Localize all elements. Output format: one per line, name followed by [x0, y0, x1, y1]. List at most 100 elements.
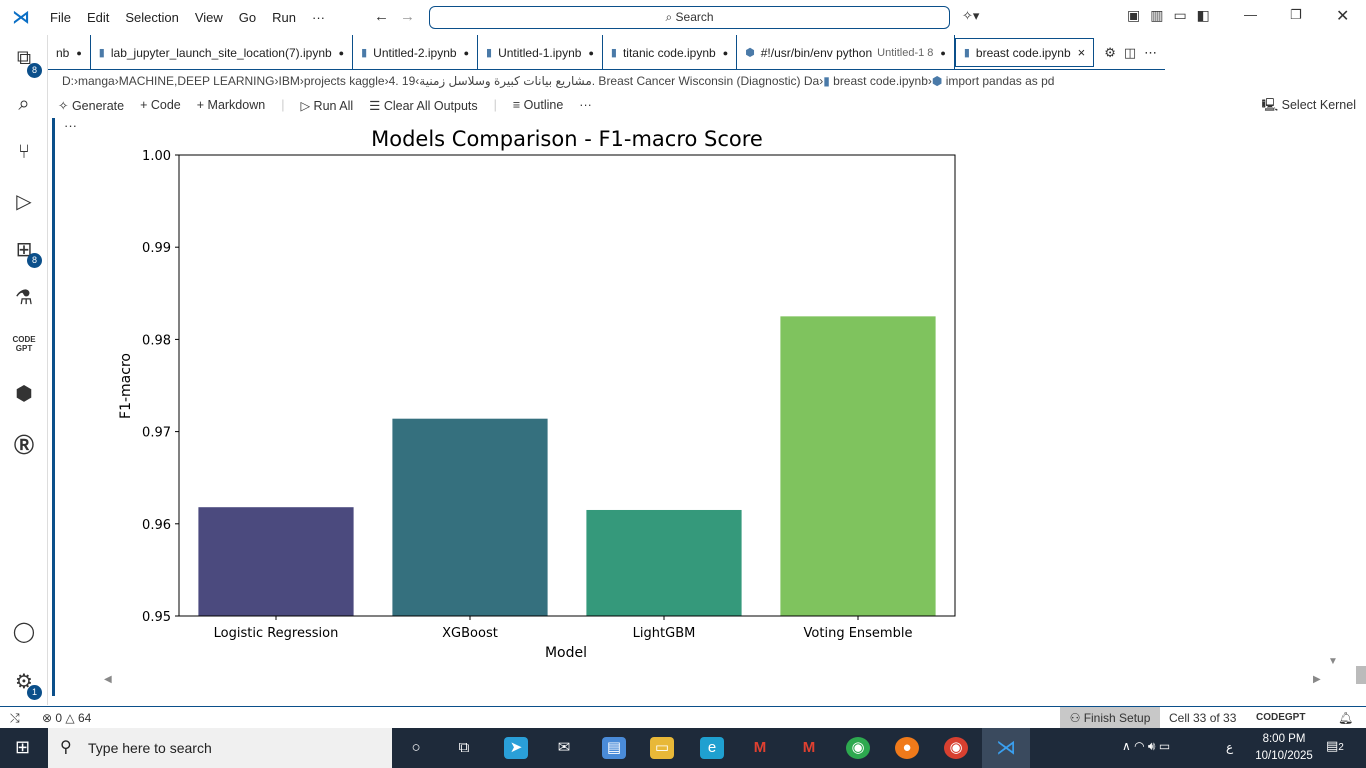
app-icon[interactable]: ▤ — [602, 737, 626, 759]
finish-setup-button[interactable]: ⚇ Finish Setup — [1060, 707, 1160, 729]
title-bar: ⋊ File Edit Selection View Go Run ··· ← … — [0, 0, 1366, 35]
menu-view[interactable]: View — [194, 10, 223, 25]
search-icon: ⌕ — [665, 10, 676, 24]
cortana-icon[interactable]: ○ — [411, 739, 421, 756]
remote-icon[interactable]: ⤭ — [10, 711, 20, 725]
generate-button[interactable]: ✧ Generate — [58, 98, 125, 113]
account-icon[interactable]: ◯ — [12, 621, 36, 643]
crumb[interactable]: IBM — [278, 74, 300, 88]
activity-bar: ⧉ 8 ⌕ ⑂ ▷ ⊞ 8 ⚗ CODE GPT ⬢ Ⓡ ◯ ⚙ 1 — [0, 35, 48, 705]
settings-gear-icon[interactable]: ⚙ 1 — [10, 669, 42, 700]
language-indicator[interactable]: ع — [1226, 740, 1234, 754]
gmail-icon[interactable]: M — [753, 739, 767, 756]
explorer-badge: 8 — [27, 63, 42, 78]
y-tick-label: 0.98 — [142, 333, 171, 348]
windows-start-icon[interactable]: ⊞ — [15, 737, 31, 757]
notification-center-icon[interactable]: ▤2 — [1326, 738, 1344, 753]
close-button[interactable]: ✕ — [1336, 8, 1350, 25]
kernel-label: Select Kernel — [1281, 98, 1356, 112]
select-kernel-button[interactable]: 🖳 Select Kernel — [1261, 98, 1356, 112]
mail-icon[interactable]: ✉ — [557, 739, 571, 756]
problems-indicator[interactable]: ⊗ 0 △ 64 — [42, 711, 92, 725]
tab-breast-code[interactable]: ▮ breast code.ipynb × — [954, 38, 1095, 67]
chart-title: Models Comparison - F1-macro Score — [371, 127, 763, 151]
run-debug-icon[interactable]: ▷ — [16, 191, 32, 213]
clock[interactable]: 8:00 PM 10/10/2025 — [1252, 731, 1316, 765]
restore-button[interactable]: ❐ — [1290, 7, 1302, 22]
menu-edit[interactable]: Edit — [86, 10, 110, 25]
notifications-bell-icon[interactable]: 🔔︎ — [1338, 711, 1354, 725]
crumb[interactable]: D: — [62, 74, 74, 88]
y-tick-label: 0.96 — [142, 518, 171, 533]
crumb[interactable]: 4. مشاريع بيانات كبيرة وسلاسل زمنية — [388, 74, 592, 88]
extensions-icon[interactable]: ⊞ 8 — [10, 237, 42, 268]
vscode-taskbar-icon[interactable]: ⋊ — [982, 728, 1030, 768]
bar-logistic-regression — [198, 507, 354, 616]
scrollbar-thumb[interactable] — [1356, 666, 1366, 684]
tray-icons[interactable]: ∧ ◠ 🔊︎ ▭ — [1122, 739, 1171, 753]
back-arrow-icon[interactable]: ← — [374, 8, 389, 25]
r-language-icon[interactable]: Ⓡ — [14, 435, 34, 457]
code-label: Code — [150, 98, 181, 112]
scroll-right-icon[interactable]: ▶ — [1313, 674, 1321, 685]
tab-actions[interactable]: ⚙◫⋯ — [1104, 45, 1166, 60]
clear-outputs-button[interactable]: ☰ Clear All Outputs — [369, 98, 478, 113]
menu-more[interactable]: ··· — [312, 10, 325, 25]
more-actions-button[interactable]: ··· — [579, 98, 592, 112]
command-search[interactable]: ⌕ Search — [429, 6, 950, 29]
task-view-icon[interactable]: ⧉ — [458, 739, 470, 756]
layout-icons[interactable]: ▣▥▭◧ — [1127, 7, 1220, 23]
add-markdown-button[interactable]: + Markdown — [196, 98, 266, 112]
crumb[interactable]: MACHINE,DEEP LEARNING — [118, 74, 275, 88]
crumb[interactable]: 19. Breast Cancer Wisconsin (Diagnostic)… — [401, 74, 820, 88]
tab-titanic[interactable]: ▮ titanic code.ipynb ● — [603, 35, 738, 70]
edge-icon[interactable]: e — [700, 737, 724, 759]
taskbar-search[interactable]: ⚲ Type here to search — [48, 728, 392, 768]
clear-label: Clear All Outputs — [383, 98, 478, 113]
menu-selection[interactable]: Selection — [125, 10, 179, 25]
scroll-down-icon[interactable]: ▼ — [1328, 656, 1338, 667]
tab-lab-jupyter[interactable]: ▮ lab_jupyter_launch_site_location(7).ipy… — [91, 35, 354, 70]
firefox-icon[interactable]: ● — [895, 737, 919, 759]
outline-button[interactable]: ≡ Outline — [512, 98, 564, 112]
tab-untitled-2[interactable]: ▮ Untitled-2.ipynb ● — [353, 35, 478, 70]
chrome-profile-icon[interactable]: ◉ — [944, 737, 968, 759]
run-all-button[interactable]: ▷ Run All — [300, 98, 354, 113]
tab-python-script[interactable]: ⬢ #!/usr/bin/env python Untitled-1 8 ● — [737, 35, 955, 70]
vscode-logo-icon: ⋊ — [12, 7, 30, 27]
tab-nb[interactable]: nb ● — [48, 35, 91, 70]
tab-untitled-1[interactable]: ▮ Untitled-1.ipynb ● — [478, 35, 603, 70]
copilot-icon[interactable]: ✧▾ — [962, 8, 980, 23]
file-explorer-icon[interactable]: ▭ — [650, 737, 674, 759]
crumb[interactable]: import pandas as pd — [945, 74, 1055, 88]
gmail-icon[interactable]: M — [802, 739, 816, 756]
forward-arrow-icon[interactable]: → — [400, 8, 415, 25]
codegpt-icon[interactable]: CODE GPT — [12, 335, 36, 353]
close-tab-icon[interactable]: × — [1077, 45, 1086, 60]
search-icon[interactable]: ⌕ — [18, 93, 30, 115]
menu-go[interactable]: Go — [238, 10, 257, 25]
explorer-icon[interactable]: ⧉ 8 — [10, 47, 42, 78]
cell-more-button[interactable]: ··· — [64, 118, 77, 133]
codegpt-status[interactable]: CODEGPT — [1256, 712, 1306, 723]
scroll-left-icon[interactable]: ◀ — [104, 674, 112, 685]
cell-indicator[interactable]: Cell 33 of 33 — [1169, 711, 1237, 725]
menu-run[interactable]: Run — [272, 10, 296, 25]
crumb[interactable]: projects kaggle — [303, 74, 385, 88]
python-icon[interactable]: ⬢ — [15, 383, 33, 405]
notebook-icon: ▮ — [823, 74, 830, 88]
bar-xgboost — [392, 418, 548, 616]
minimize-button[interactable]: — — [1244, 7, 1257, 22]
outline-label: Outline — [523, 98, 564, 112]
testing-flask-icon[interactable]: ⚗ — [15, 287, 33, 309]
crumb[interactable]: manga — [78, 74, 115, 88]
taskbar-search-placeholder: Type here to search — [88, 740, 212, 756]
menu-file[interactable]: File — [50, 10, 71, 25]
telegram-icon[interactable]: ➤ — [504, 737, 528, 759]
add-code-button[interactable]: + Code — [140, 98, 181, 112]
finish-label: Finish Setup — [1083, 711, 1151, 725]
crumb[interactable]: breast code.ipynb — [833, 74, 928, 88]
tab-description: Untitled-1 8 — [877, 46, 934, 59]
source-control-icon[interactable]: ⑂ — [18, 141, 30, 163]
chrome-icon[interactable]: ◉ — [846, 737, 870, 759]
